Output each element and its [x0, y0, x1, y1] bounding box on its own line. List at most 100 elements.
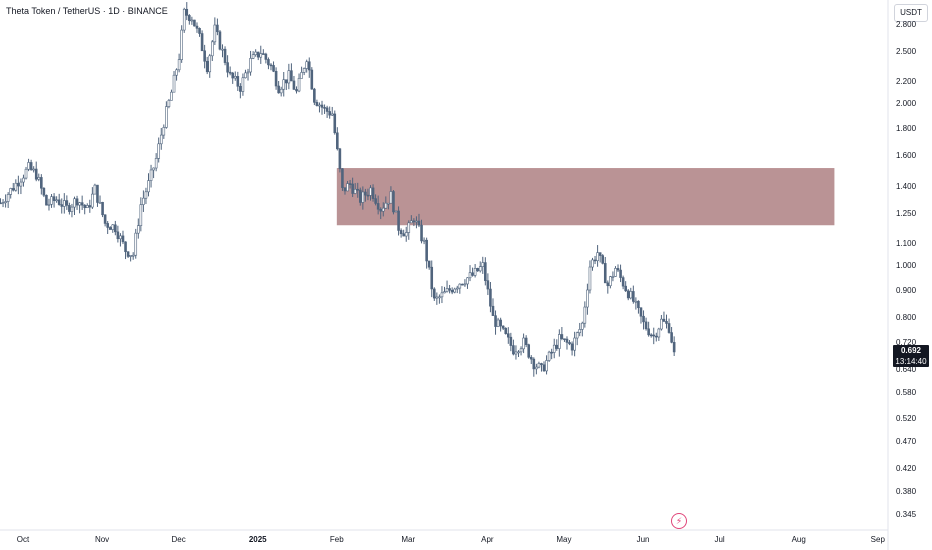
candle-body	[88, 205, 92, 208]
candle-body	[560, 334, 564, 339]
currency-button[interactable]: USDT	[894, 4, 928, 22]
candle-body	[621, 277, 625, 287]
time-tick-label: Oct	[16, 535, 30, 544]
candle-body	[468, 272, 472, 279]
candle-body	[190, 19, 194, 22]
candle-body	[154, 158, 158, 169]
candle-body	[453, 288, 457, 293]
candle-body	[662, 318, 666, 322]
candle-body	[116, 231, 120, 240]
candle-body	[14, 182, 18, 191]
candle-body	[545, 360, 548, 372]
symbol-title[interactable]: Theta Token / TetherUS · 1D · BINANCE	[6, 6, 168, 16]
candle-body	[239, 85, 242, 92]
candle-body	[438, 296, 441, 299]
price-tick-label: 0.640	[896, 365, 917, 375]
candle-body	[91, 193, 94, 208]
candle-body	[435, 296, 439, 299]
candle-body	[272, 65, 275, 72]
candle-body	[170, 91, 173, 101]
candle-body	[596, 252, 599, 261]
candle-body	[379, 208, 383, 212]
candle-body	[208, 55, 212, 73]
candle-body	[40, 177, 43, 189]
candle-body	[24, 168, 28, 179]
candle-body	[558, 334, 561, 349]
candle-body	[348, 183, 352, 185]
candle-body	[445, 288, 449, 292]
candle-body	[330, 113, 334, 116]
candle-body	[588, 266, 592, 291]
candle-body	[415, 220, 418, 223]
candle-body	[315, 102, 319, 106]
candle-body	[450, 289, 454, 293]
candle-body	[384, 202, 388, 209]
candle-body	[177, 59, 181, 71]
candle-body	[568, 342, 571, 345]
candle-body	[578, 329, 582, 334]
candle-body	[591, 259, 594, 268]
candle-body	[542, 364, 546, 372]
candle-body	[111, 224, 115, 230]
candle-body	[210, 41, 214, 57]
candle-body	[279, 88, 283, 94]
candle-body	[371, 187, 375, 199]
price-tick-label: 0.470	[896, 437, 917, 447]
candle-body	[172, 74, 176, 93]
candle-body	[236, 76, 240, 87]
candle-body	[494, 315, 497, 327]
lightning-icon[interactable]: ⚡︎	[671, 513, 687, 529]
time-tick-label: 2025	[248, 535, 267, 544]
last-price-tag: 0.692 13:14:40	[893, 344, 929, 367]
candle-body	[387, 202, 390, 205]
candle-body	[660, 318, 663, 330]
candle-body	[147, 180, 150, 193]
candle-body	[506, 333, 510, 338]
candle-body	[188, 15, 191, 21]
candle-body	[392, 191, 395, 213]
time-tick-label: Apr	[481, 535, 494, 544]
candle-body	[540, 363, 543, 366]
candle-body	[486, 280, 490, 290]
candle-body	[672, 342, 676, 353]
candle-body	[341, 168, 344, 188]
candle-body	[149, 169, 153, 181]
price-tick-label: 2.000	[896, 98, 917, 108]
candle-body	[547, 351, 551, 361]
candle-body	[290, 70, 293, 82]
candle-body	[144, 191, 148, 199]
candle-body	[200, 33, 204, 52]
candle-body	[101, 201, 104, 216]
candle-body	[180, 29, 183, 60]
candle-body	[231, 72, 235, 79]
candle-body	[616, 268, 620, 271]
candle-body	[114, 224, 117, 233]
candle-body	[254, 51, 257, 56]
time-tick-label: May	[556, 535, 572, 544]
candle-body	[619, 269, 622, 278]
candle-body	[259, 53, 263, 58]
candle-body	[593, 259, 597, 262]
candle-body	[412, 220, 416, 223]
candle-body	[529, 356, 533, 360]
price-tick-label: 1.600	[896, 151, 917, 161]
price-tick-label: 0.720	[896, 337, 917, 347]
candle-body	[637, 300, 640, 309]
candle-body	[550, 351, 553, 354]
candle-body	[463, 283, 467, 286]
candle-body	[221, 48, 224, 51]
candles-layer	[0, 2, 676, 377]
candle-body	[343, 187, 347, 192]
candle-body	[323, 107, 326, 109]
candle-body	[575, 332, 579, 339]
candle-body	[626, 290, 630, 299]
candle-body	[251, 54, 255, 59]
candle-body	[333, 113, 337, 134]
candle-body	[346, 183, 349, 192]
candle-body	[45, 194, 48, 206]
candle-body	[667, 323, 671, 333]
supply-zone-rect[interactable]	[336, 168, 835, 226]
candle-body	[583, 306, 587, 324]
time-tick-label: Nov	[94, 535, 110, 544]
